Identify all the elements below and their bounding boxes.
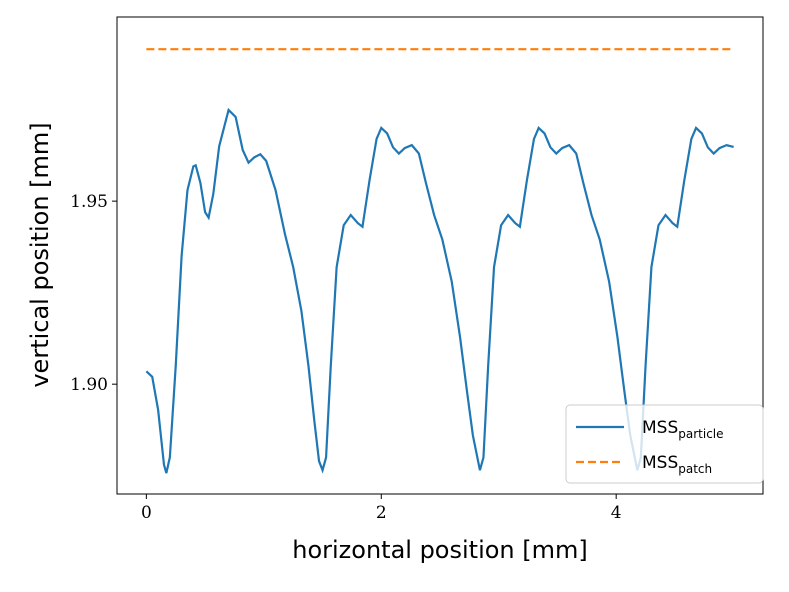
x-tick-label: 2 — [376, 503, 387, 523]
plot-frame — [116, 16, 764, 495]
legend-box — [565, 404, 764, 484]
y-axis-label: vertical position [mm] — [26, 122, 54, 387]
legend-label: MSSpatch — [642, 453, 712, 476]
y-tick-label: 1.90 — [70, 375, 108, 395]
y-tick-label: 1.95 — [70, 192, 108, 212]
x-axis-label: horizontal position [mm] — [292, 536, 588, 564]
legend-label: MSSparticle — [642, 418, 724, 441]
x-tick-label: 4 — [611, 503, 622, 523]
x-tick-label: 0 — [141, 503, 152, 523]
